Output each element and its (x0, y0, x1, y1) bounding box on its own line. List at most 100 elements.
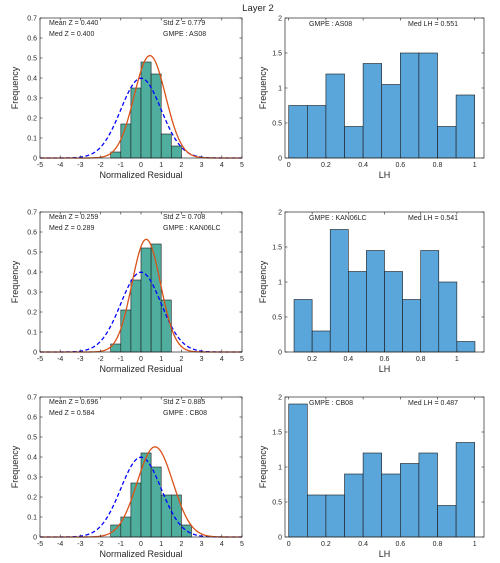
y-tick-label: 2 (278, 210, 282, 217)
y-tick-label: 0.6 (27, 415, 37, 422)
histogram-bar (140, 247, 152, 353)
y-axis-label: Frequency (10, 260, 20, 303)
annotation-mean: Mean Z = 0.440 (49, 20, 98, 27)
y-tick-label: 0.6 (27, 230, 37, 237)
y-tick-label: 2 (278, 395, 282, 402)
annotation-std: Std Z = 0.885 (163, 399, 205, 406)
annotation-gmpe: GMPE : CB08 (163, 410, 207, 417)
x-tick-label: -2 (97, 541, 103, 548)
x-tick-label: -1 (118, 356, 124, 363)
histogram-bar (455, 94, 476, 159)
annotation-median: Med LH = 0.551 (408, 21, 458, 28)
y-tick-label: 0.5 (272, 500, 282, 507)
x-tick-label: 0.6 (395, 162, 405, 169)
y-tick-label: 0.5 (27, 250, 37, 257)
histogram-bar (130, 279, 142, 353)
x-tick-label: 0.2 (321, 162, 331, 169)
annotation-gmpe: GMPE : KAN06LC (163, 225, 221, 232)
x-tick-label: 2 (179, 356, 183, 363)
figure-title: Layer 2 (242, 3, 274, 14)
y-tick-label: 0 (278, 350, 282, 357)
y-axis-label: Frequency (258, 445, 268, 488)
x-tick-label: 1 (159, 541, 163, 548)
x-tick-label: -1 (118, 541, 124, 548)
y-tick-label: 0.2 (27, 116, 37, 123)
y-tick-label: 1.5 (272, 430, 282, 437)
histogram-bar (293, 299, 313, 353)
chart-residual-3: -5 -4 -3 -2 -1 0 1 2 3 4 5 0 0.1 0.2 0.3 0.4 0.5 0.6 0.7 No… (10, 395, 244, 560)
y-tick-label: 1.5 (272, 245, 282, 252)
histogram-bar (384, 271, 403, 353)
y-tick-label: 0.5 (272, 315, 282, 322)
chart-lh-1: 0 0.2 0.4 0.6 0.8 1 0 0.5 1 1.5 2 LH Frequency GMPE :… (258, 16, 485, 180)
x-tick-label: 0.8 (433, 541, 443, 548)
annotation-mean: Mean Z = 0.696 (49, 399, 98, 406)
y-tick-label: 0.1 (27, 515, 37, 522)
x-axis-label: Normalized Residual (99, 549, 182, 559)
y-tick-label: 0 (278, 156, 282, 163)
y-tick-label: 0.4 (27, 455, 37, 462)
x-axis-label: LH (379, 170, 391, 180)
annotation-gmpe: GMPE : KAN06LC (309, 215, 367, 222)
histogram-bar (456, 341, 476, 353)
y-tick-label: 0 (33, 156, 37, 163)
chart-residual-1: -5 -4 -3 -2 -1 0 1 2 3 4 5 0 0.1 0.2 0.3 0.4 0.5 0.6 0.7 No… (10, 16, 244, 181)
histogram-bar (325, 73, 345, 159)
y-axis-label: Frequency (10, 66, 20, 109)
x-tick-label: 0.6 (380, 356, 390, 363)
annotation-median: Med LH = 0.541 (408, 215, 458, 222)
y-tick-label: 0.3 (27, 475, 37, 482)
x-tick-label: 5 (240, 356, 244, 363)
annotation-std: Std Z = 0.708 (163, 214, 205, 221)
annotation-gmpe: GMPE : AS08 (163, 31, 206, 38)
histogram-bar (130, 482, 142, 538)
x-tick-label: 1 (159, 162, 163, 169)
y-tick-label: 0.5 (27, 56, 37, 63)
x-tick-label: -1 (118, 162, 124, 169)
x-tick-label: -2 (97, 356, 103, 363)
y-tick-label: 2 (278, 16, 282, 23)
y-tick-label: 1 (278, 280, 282, 287)
histogram-bar (438, 281, 458, 353)
y-tick-label: 0.7 (27, 395, 37, 402)
y-tick-label: 0.5 (272, 121, 282, 128)
x-tick-label: -5 (37, 356, 43, 363)
histogram-bar (420, 250, 440, 353)
histogram-bar (381, 473, 401, 538)
x-tick-label: 0.4 (358, 162, 368, 169)
histogram-bar (120, 123, 132, 159)
histogram-bar (455, 442, 476, 538)
annotation-std: Std Z = 0.779 (163, 20, 205, 27)
histogram-bar (307, 105, 327, 159)
histogram-bar (362, 452, 383, 538)
histogram-bar (307, 494, 327, 538)
x-tick-label: 5 (240, 541, 244, 548)
y-tick-label: 0.2 (27, 310, 37, 317)
y-tick-label: 0.2 (27, 495, 37, 502)
histogram-bar (400, 463, 420, 538)
x-tick-label: 0.8 (416, 356, 426, 363)
annotation-median: Med LH = 0.487 (408, 400, 458, 407)
histogram-bar (344, 473, 364, 538)
y-tick-label: 0 (33, 535, 37, 542)
x-tick-label: 0 (139, 162, 143, 169)
x-tick-label: 0.2 (307, 356, 317, 363)
x-tick-label: -4 (57, 162, 63, 169)
x-tick-label: -4 (57, 541, 63, 548)
x-tick-label: 2 (179, 162, 183, 169)
histogram-bar (381, 84, 401, 159)
x-tick-label: 0.4 (343, 356, 353, 363)
histogram-bar (288, 403, 308, 538)
x-axis-label: LH (379, 549, 391, 559)
y-tick-label: 0.1 (27, 136, 37, 143)
y-tick-label: 1 (278, 465, 282, 472)
y-axis-label: Frequency (258, 66, 268, 109)
histogram-bar (160, 133, 172, 159)
y-tick-label: 0.7 (27, 210, 37, 217)
x-tick-label: 3 (200, 162, 204, 169)
chart-residual-2: -5 -4 -3 -2 -1 0 1 2 3 4 5 0 0.1 0.2 0.3 0.4 0.5 0.6 0.7 No… (10, 210, 244, 375)
x-tick-label: 4 (220, 541, 224, 548)
histogram-bar (181, 524, 192, 538)
x-tick-label: -3 (77, 356, 83, 363)
